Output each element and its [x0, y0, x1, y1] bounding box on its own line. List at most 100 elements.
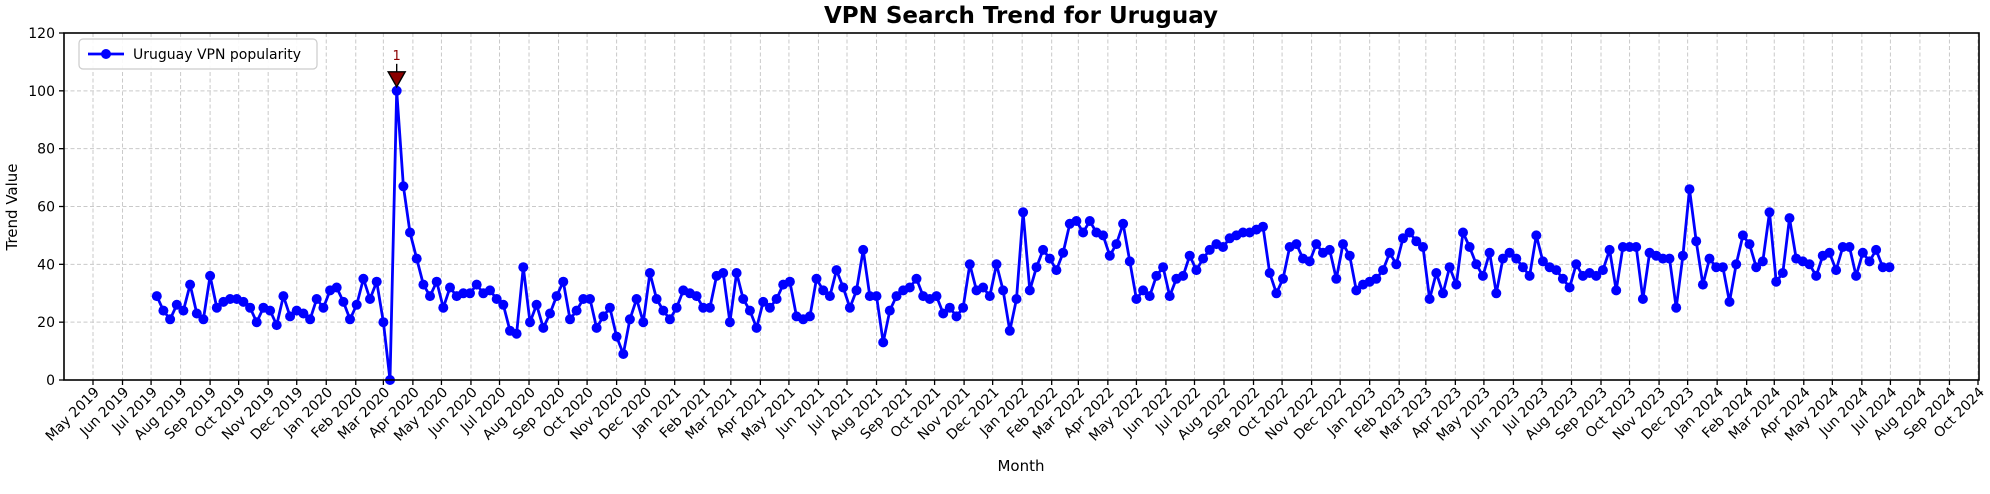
data-point	[738, 294, 749, 304]
data-point	[1458, 227, 1468, 238]
data-point	[1604, 244, 1615, 255]
data-point	[598, 311, 609, 322]
data-point	[1198, 253, 1209, 264]
data-point	[618, 349, 629, 359]
data-point	[1637, 294, 1648, 304]
data-point	[1138, 285, 1149, 296]
data-point	[1784, 213, 1795, 224]
data-point	[831, 265, 842, 276]
data-point	[1564, 282, 1575, 293]
data-point	[431, 276, 442, 287]
data-point	[1111, 239, 1122, 250]
y-tick-label: 40	[37, 257, 55, 273]
data-point	[1011, 294, 1022, 304]
data-point	[1744, 239, 1755, 250]
data-point	[1571, 259, 1582, 270]
data-point	[318, 302, 329, 313]
data-point	[285, 311, 296, 322]
data-point	[178, 305, 189, 316]
data-point	[1444, 262, 1455, 273]
data-point	[1391, 259, 1402, 270]
annotation-1: 1	[386, 49, 407, 89]
data-point	[1124, 256, 1135, 267]
data-point	[1264, 268, 1275, 278]
data-point	[1737, 230, 1748, 241]
data-point	[911, 273, 922, 284]
data-point	[365, 294, 375, 304]
data-point	[265, 305, 276, 316]
data-point	[1864, 256, 1875, 267]
data-point	[1038, 244, 1049, 255]
data-point	[551, 291, 562, 302]
data-point	[731, 268, 742, 278]
data-point	[644, 268, 655, 278]
data-point	[1557, 273, 1568, 284]
data-point	[1524, 270, 1535, 281]
data-point	[1338, 239, 1348, 250]
data-point	[1031, 262, 1042, 273]
data-point	[1004, 325, 1015, 336]
data-point	[151, 291, 162, 302]
data-point	[1731, 259, 1742, 270]
data-point	[1098, 230, 1109, 241]
data-point	[964, 259, 975, 270]
data-point	[1751, 262, 1762, 273]
data-point	[438, 302, 449, 313]
data-point	[1258, 221, 1268, 232]
data-point	[718, 268, 729, 278]
data-point	[751, 322, 762, 333]
data-point	[238, 296, 249, 307]
data-point	[425, 291, 435, 302]
data-point	[878, 337, 889, 348]
data-point	[591, 322, 602, 333]
data-point	[1671, 302, 1682, 313]
data-point	[1871, 244, 1882, 255]
data-point	[1857, 247, 1868, 258]
data-point	[1311, 239, 1322, 250]
trend-series	[151, 85, 1895, 385]
data-point	[1551, 265, 1562, 276]
data-point	[1304, 256, 1315, 267]
data-point	[331, 282, 342, 293]
data-point	[1517, 262, 1528, 273]
data-point	[1691, 236, 1702, 247]
data-point	[804, 311, 815, 322]
data-point	[1351, 285, 1362, 296]
data-point	[1291, 239, 1302, 250]
data-point	[1058, 247, 1069, 258]
data-point	[1477, 270, 1488, 281]
data-point	[904, 282, 915, 293]
data-point	[1717, 262, 1728, 273]
data-point	[245, 302, 256, 313]
data-point	[1511, 253, 1522, 264]
data-point	[158, 305, 169, 316]
data-point	[338, 296, 349, 307]
data-point	[1158, 262, 1169, 273]
data-point	[1071, 216, 1082, 226]
data-point	[1451, 279, 1462, 290]
x-axis-label: Month	[997, 457, 1044, 475]
data-point	[358, 273, 369, 284]
data-point	[418, 279, 429, 290]
data-point	[1384, 247, 1395, 258]
data-point	[1704, 253, 1715, 264]
data-point	[471, 279, 482, 290]
data-point	[1044, 253, 1055, 264]
data-point	[1104, 250, 1115, 261]
y-tick-label: 0	[46, 373, 55, 389]
data-point	[185, 279, 196, 290]
data-point	[498, 299, 509, 310]
data-point	[491, 294, 502, 304]
data-point	[585, 294, 595, 304]
data-point	[1724, 296, 1735, 307]
data-point	[171, 299, 182, 310]
data-point	[1597, 265, 1608, 276]
data-point	[704, 302, 715, 313]
data-point	[844, 302, 855, 313]
data-point	[758, 296, 769, 307]
data-point	[858, 244, 869, 255]
data-point	[944, 302, 955, 313]
data-point	[1851, 270, 1862, 281]
